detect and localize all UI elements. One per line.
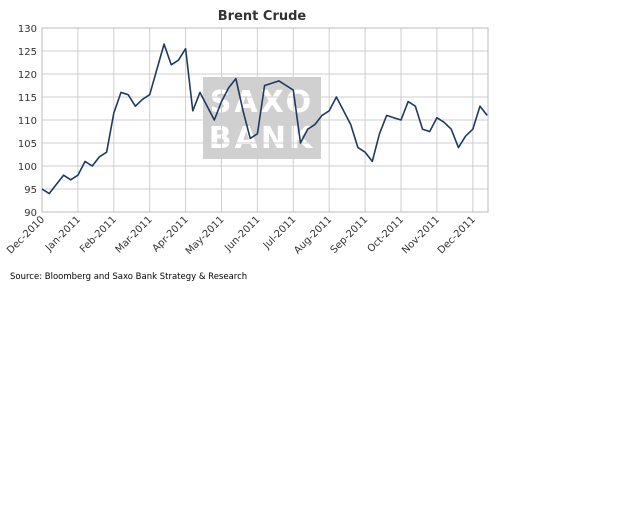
y-tick-label: 95 xyxy=(24,185,37,196)
source-note: Source: Bloomberg and Saxo Bank Strategy… xyxy=(10,272,247,282)
watermark: SAXO BANK xyxy=(203,77,321,159)
plot-border xyxy=(41,27,489,213)
y-tick-label: 130 xyxy=(18,24,37,35)
y-tick-label: 110 xyxy=(18,116,37,127)
y-tick-label: 90 xyxy=(24,208,37,219)
chart-title: Brent Crude xyxy=(218,9,307,24)
y-tick-label: 120 xyxy=(18,70,37,81)
y-tick-label: 125 xyxy=(18,47,37,58)
price-line xyxy=(41,43,488,195)
y-tick-label: 105 xyxy=(18,139,37,150)
y-tick-label: 115 xyxy=(18,93,37,104)
watermark-box xyxy=(203,77,321,159)
y-tick-label: 100 xyxy=(18,162,37,173)
